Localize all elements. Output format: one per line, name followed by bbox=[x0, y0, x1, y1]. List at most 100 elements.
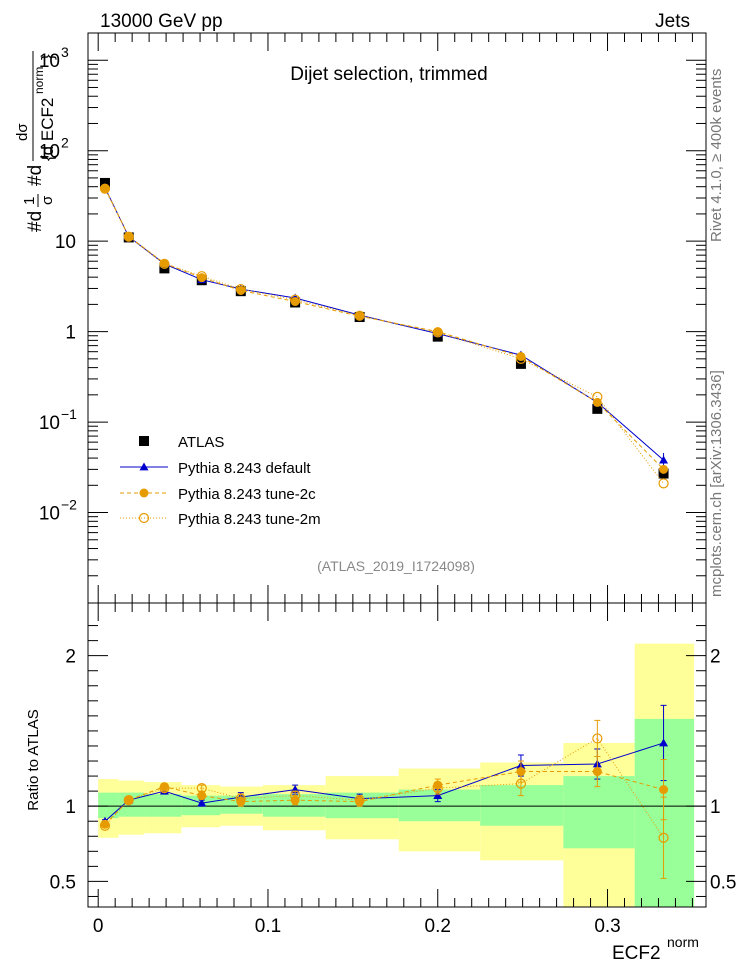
data-point bbox=[659, 464, 669, 474]
ratio-band-inner bbox=[634, 718, 695, 907]
legend-marker bbox=[138, 512, 150, 524]
y-tick-label: 1 bbox=[65, 323, 76, 344]
svg-text:dσ: dσ bbox=[14, 123, 31, 141]
legend: ATLAS Pythia 8.243 default Pythia 8.243 tu… bbox=[120, 434, 321, 528]
ratio-point bbox=[354, 795, 365, 806]
legend-label: Pythia 8.243 tune-2m bbox=[178, 511, 321, 528]
ratio-band-inner bbox=[144, 794, 182, 817]
side-text-top: Rivet 4.1.0, ≥ 400k events bbox=[708, 69, 725, 242]
ratio-point bbox=[659, 785, 669, 795]
y-tick-label: 10 bbox=[39, 51, 60, 72]
top-y-axis-label: #d 1 σ #d dσ {d ECF2 norm } bbox=[14, 51, 57, 232]
ratio-point bbox=[197, 791, 207, 801]
y-tick-label: 10 bbox=[39, 504, 60, 525]
header-left: 13000 GeV pp bbox=[100, 11, 223, 32]
legend-label: ATLAS bbox=[178, 434, 224, 451]
ratio-point bbox=[235, 793, 246, 804]
ratio-point bbox=[123, 795, 134, 806]
svg-text:#d: #d bbox=[25, 211, 46, 232]
legend-label: Pythia 8.243 default bbox=[178, 460, 311, 477]
y-tick-label: 10 bbox=[39, 413, 60, 434]
ratio-uncertainty-bands bbox=[98, 643, 695, 907]
data-point bbox=[592, 391, 603, 402]
data-point bbox=[235, 284, 246, 295]
svg-text:#d: #d bbox=[25, 165, 46, 186]
x-tick-label: 0.1 bbox=[255, 916, 281, 937]
svg-text:norm: norm bbox=[667, 934, 699, 950]
bottom-frame bbox=[87, 602, 707, 908]
data-point bbox=[159, 258, 169, 268]
data-point bbox=[432, 327, 443, 338]
ratio-point bbox=[99, 820, 111, 831]
side-text-bottom: mcplots.cern.ch [arXiv:1306.3436] bbox=[708, 370, 725, 597]
data-point bbox=[196, 271, 207, 282]
bottom-axes: 0 0.1 0.2 0.3 0.5 0.5 1 1 2 2 bbox=[50, 602, 736, 937]
header-right: Jets bbox=[655, 11, 690, 32]
ratio-point bbox=[658, 832, 669, 843]
chart-title: Dijet selection, trimmed bbox=[290, 64, 487, 85]
ratio-y-tick-label-right: 0.5 bbox=[710, 872, 736, 893]
svg-text:ECF2: ECF2 bbox=[612, 943, 661, 964]
ratio-band-inner bbox=[262, 794, 326, 817]
ratio-band-inner bbox=[480, 785, 564, 826]
svg-text:σ: σ bbox=[39, 195, 56, 205]
ratio-y-tick-label: 2 bbox=[65, 647, 76, 668]
ratio-band-inner bbox=[98, 792, 119, 819]
x-tick-label: 0.2 bbox=[425, 916, 451, 937]
ratio-point bbox=[592, 733, 603, 744]
legend-marker bbox=[139, 436, 149, 446]
data-point bbox=[159, 258, 170, 270]
legend-marker bbox=[139, 462, 149, 471]
ratio-point bbox=[196, 783, 207, 794]
y-tick-label-exponent: 2 bbox=[61, 135, 69, 151]
legend-marker bbox=[139, 488, 149, 498]
ratio-y-tick-label: 0.5 bbox=[50, 872, 76, 893]
ratio-point bbox=[432, 783, 443, 794]
data-point bbox=[123, 231, 134, 242]
top-plot-marks bbox=[99, 177, 669, 489]
y-tick-label: 10 bbox=[39, 142, 60, 163]
data-point bbox=[100, 183, 110, 193]
data-point bbox=[99, 183, 111, 194]
data-point bbox=[355, 311, 365, 321]
series-line-3 bbox=[104, 188, 664, 484]
legend-label: Pythia 8.243 tune-2c bbox=[178, 486, 316, 503]
ratio-point bbox=[433, 791, 443, 800]
data-point bbox=[515, 353, 527, 364]
ratio-point bbox=[592, 767, 602, 777]
series-line-1 bbox=[104, 187, 664, 461]
svg-text:{d ECF2: {d ECF2 bbox=[38, 98, 57, 161]
x-tick-label: 0.3 bbox=[594, 916, 620, 937]
y-tick-label: 10 bbox=[55, 232, 76, 253]
ratio-point bbox=[515, 778, 527, 789]
ratio-y-tick-label-right: 1 bbox=[710, 797, 721, 818]
x-tick-label: 0 bbox=[93, 916, 104, 937]
ratio-plot-marks bbox=[99, 704, 669, 879]
ratio-y-axis-label: Ratio to ATLAS bbox=[25, 709, 42, 810]
data-point bbox=[516, 352, 526, 362]
ratio-y-tick-label: 1 bbox=[65, 797, 76, 818]
data-point bbox=[354, 310, 365, 321]
series-line-2 bbox=[104, 187, 664, 470]
y-tick-label-exponent: −1 bbox=[61, 406, 77, 422]
svg-text:}: } bbox=[38, 54, 57, 60]
ratio-band-inner bbox=[563, 776, 635, 849]
ratio-point bbox=[159, 783, 170, 794]
ratio-y-tick-label-right: 2 bbox=[710, 647, 721, 668]
ratio-point bbox=[290, 790, 301, 801]
data-point bbox=[99, 177, 110, 188]
ratio-point bbox=[659, 738, 669, 747]
x-axis-label: ECF2 norm bbox=[612, 934, 699, 964]
data-point bbox=[433, 327, 443, 337]
data-point bbox=[658, 478, 669, 489]
ratio-point bbox=[197, 798, 207, 807]
data-point bbox=[124, 231, 134, 241]
watermark: (ATLAS_2019_I1724098) bbox=[317, 558, 475, 574]
data-point bbox=[592, 397, 602, 407]
data-point bbox=[659, 455, 669, 464]
data-point bbox=[290, 294, 301, 305]
y-tick-label-exponent: −2 bbox=[61, 497, 77, 513]
svg-text:norm: norm bbox=[32, 67, 46, 94]
